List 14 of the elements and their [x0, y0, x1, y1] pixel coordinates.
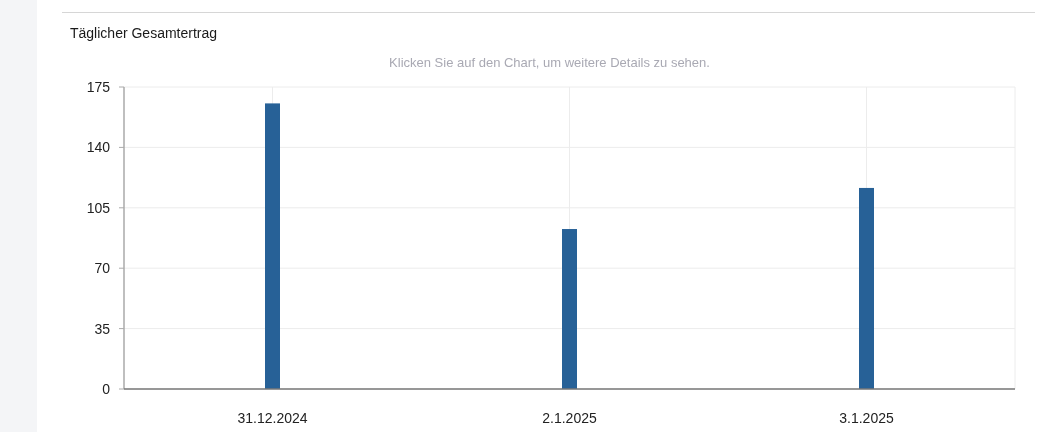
y-tick-label: 140 [86, 139, 111, 156]
x-tick-label: 2.1.2025 [542, 410, 597, 426]
x-tick-label: 3.1.2025 [839, 410, 894, 426]
bar [265, 103, 280, 389]
bar [562, 229, 577, 389]
chart-title: Täglicher Gesamtertrag [70, 25, 218, 41]
bar [859, 187, 874, 389]
x-tick-label: 31.12.2024 [237, 410, 308, 426]
y-tick-label: 35 [94, 320, 111, 337]
y-tick-label: 0 [102, 380, 111, 397]
y-tick-label: 175 [86, 78, 111, 95]
y-tick-label: 105 [86, 199, 111, 216]
y-tick-label: 70 [94, 260, 111, 277]
chart-subtitle: Klicken Sie auf den Chart, um weitere Details zu sehen. [389, 55, 710, 70]
